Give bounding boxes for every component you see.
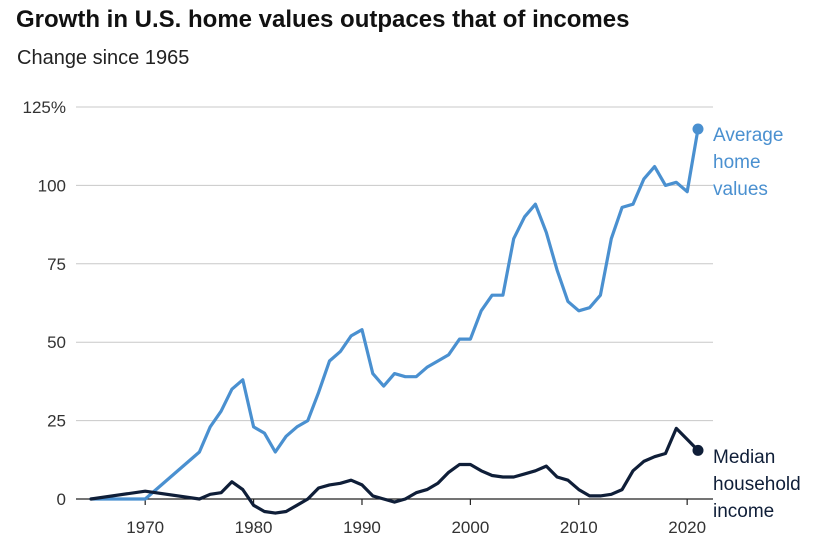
x-axis-ticks: 1970 1980 1990 2000 2010 2020 — [126, 499, 706, 537]
y-tick-label: 50 — [47, 333, 66, 352]
x-tick-label: 2020 — [668, 518, 706, 537]
y-tick-label: 75 — [47, 255, 66, 274]
x-tick-label: 1980 — [235, 518, 273, 537]
series-labels: Average home values Median household income — [713, 125, 801, 522]
y-axis-ticks: 0 25 50 75 100 125% — [23, 98, 66, 509]
y-tick-label: 100 — [38, 176, 66, 195]
x-tick-label: 1990 — [343, 518, 381, 537]
average-home-values-endpoint — [692, 123, 704, 135]
gridlines — [76, 106, 713, 500]
y-tick-label: 0 — [57, 490, 66, 509]
x-tick-label: 2000 — [451, 518, 489, 537]
chart-subtitle: Change since 1965 — [17, 47, 189, 69]
chart-title: Growth in U.S. home values outpaces that… — [16, 6, 629, 33]
y-tick-label: 125% — [23, 98, 66, 117]
average-home-values-line — [89, 127, 700, 501]
average-home-values-label: Average home values — [713, 125, 783, 200]
x-tick-label: 2010 — [560, 518, 598, 537]
median-household-income-line — [89, 426, 700, 515]
y-tick-label: 25 — [47, 412, 66, 431]
series-lines — [89, 123, 704, 515]
median-household-income-label: Median household income — [713, 447, 801, 522]
x-tick-label: 1970 — [126, 518, 164, 537]
median-household-income-endpoint — [692, 444, 704, 456]
